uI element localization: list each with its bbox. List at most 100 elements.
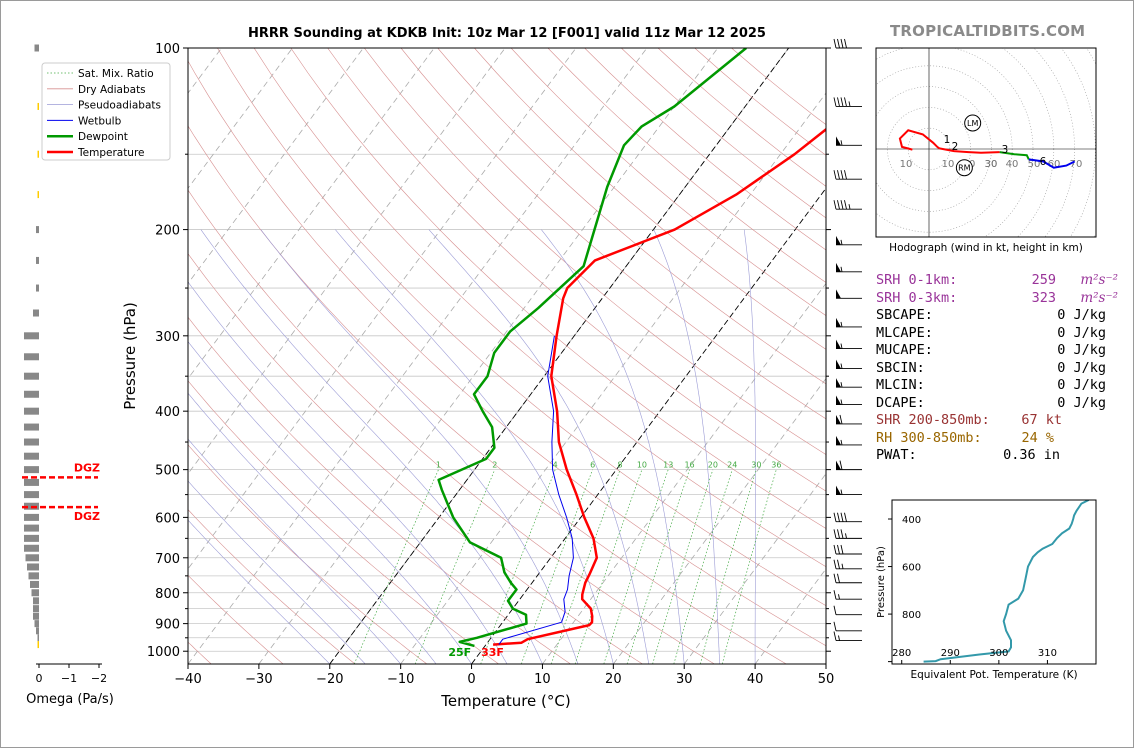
moist-adiabat [188, 281, 508, 664]
isotherm-line [188, 48, 577, 570]
wind-barb [833, 631, 862, 641]
isotherm-line [188, 48, 293, 189]
omega-bar [24, 423, 39, 431]
moist-adiabat [335, 229, 614, 664]
skewt-series [437, 48, 826, 648]
mixing-ratio-label: 24 [727, 461, 737, 470]
omega-bar [33, 597, 39, 605]
mixing-ratio-label: 1 [436, 461, 441, 470]
wind-barb [836, 414, 862, 425]
mixing-ratio-label: 16 [684, 461, 694, 470]
dry-adiabat [188, 125, 787, 664]
stat-dcape: DCAPE: 0 J/kg [876, 394, 1106, 411]
theta-e-x-tick-label: 300 [989, 648, 1008, 659]
hodograph-caption: Hodograph (wind in kt, height in km) [889, 242, 1083, 254]
storm-motion-label: LM [967, 119, 978, 128]
theta-e-y-tick-label: 400 [902, 515, 921, 526]
mixing-ratio-line [550, 469, 621, 664]
moist-adiabat [428, 229, 650, 664]
omega-bar [24, 478, 39, 486]
wind-barb [836, 262, 862, 273]
omega-tick-label: −2 [91, 672, 107, 685]
stat-shr: SHR 200-850mb: 67 kt [876, 412, 1062, 428]
stat-sbcape: SBCAPE: 0 J/kg [876, 307, 1106, 323]
hodograph-height-label: 2 [952, 141, 959, 153]
mixing-ratio-label: 4 [553, 461, 558, 470]
mixing-ratio-label: 2 [492, 461, 497, 470]
omega-bar [24, 513, 39, 521]
storm-motion-marker [964, 114, 982, 132]
isotherm-line [188, 48, 648, 664]
hodograph: 1010203030405060701236LMRM [876, 48, 1096, 237]
mixing-ratio-label: 10 [637, 461, 647, 470]
omega-bar [33, 309, 39, 317]
wind-barb [833, 590, 862, 600]
omega-bar [37, 634, 39, 642]
wind-barb [833, 97, 862, 107]
wind-barb [836, 289, 862, 299]
dry-adiabat [510, 48, 826, 317]
stat-mucape: MUCAPE: 0 J/kg [876, 342, 1106, 358]
theta-e-frame [891, 499, 1097, 665]
omega-tick-label: 0 [36, 672, 43, 685]
theta-e-y-label: Pressure (hPa) [876, 546, 887, 618]
omega-bar [27, 563, 39, 571]
mixing-ratio-line [574, 469, 643, 664]
wind-barb [833, 38, 862, 49]
moist-adiabat [743, 229, 756, 664]
omega-bar [24, 534, 39, 542]
hodograph-ring-label: 10 [942, 159, 955, 170]
mixing-ratio-line [673, 469, 733, 664]
mixing-ratio-label: 8 [618, 461, 623, 470]
legend-entry: Wetbulb [78, 115, 122, 127]
omega-bar [24, 491, 39, 499]
surface-temperature-label: 33F [481, 646, 504, 659]
theta-e-line [923, 500, 1090, 663]
hodograph-ring-label: 30 [985, 159, 998, 170]
omega-bar [34, 44, 39, 52]
omega-bar [24, 466, 39, 474]
omega-bar [24, 407, 39, 415]
skewt-frame [187, 47, 827, 665]
skewt-axes: −40 −30 −20 −10 0 10 20 30 40 50 100 200 300 400 500 60… [147, 42, 834, 687]
mixing-ratio-line [626, 469, 690, 664]
zero-isotherm [471, 187, 826, 664]
hodograph-height-label: 6 [1040, 156, 1047, 168]
y-tick-label: 900 [155, 618, 180, 633]
omega-bar [37, 150, 39, 158]
theta-e-y-tick-label: 600 [902, 563, 921, 574]
omega-bar [37, 641, 39, 649]
omega-bar [24, 390, 39, 398]
skewt-x-label: Temperature (°C) [440, 692, 570, 710]
mixing-ratio-line [652, 469, 714, 664]
wind-barb [833, 200, 862, 210]
theta-e-x-tick-label: 290 [941, 648, 960, 659]
dry-adiabat [437, 48, 826, 385]
stat-mlcape: MLCAPE: 0 J/kg [876, 324, 1106, 341]
isotherm-line [258, 48, 719, 664]
surface-dewpoint-label: 25F [448, 646, 471, 659]
omega-bar [37, 102, 39, 110]
omega-bar [36, 627, 39, 635]
legend-entry: Pseudoadiabats [78, 100, 161, 112]
moist-adiabat [188, 519, 331, 664]
wind-barb [836, 485, 862, 496]
dry-adiabat [253, 48, 826, 568]
hodograph-height-label: 1 [944, 134, 951, 146]
x-tick-label: −30 [245, 672, 272, 687]
y-tick-label: 300 [155, 330, 180, 345]
moist-adiabat [188, 438, 401, 664]
skewt-background-lines [188, 48, 826, 664]
wind-barbs [833, 38, 862, 641]
chart-title: HRRR Sounding at KDKB Init: 10z Mar 12 [… [248, 26, 766, 41]
omega-bar [24, 332, 39, 340]
mixing-ratio-line [603, 469, 669, 664]
x-tick-label: 0 [467, 672, 475, 687]
omega-bar [33, 605, 39, 613]
stats-panel: SRH 0-1km: 259 m²s⁻² SRH 0-3km: 323 m²s⁻² SB… [876, 272, 1126, 465]
mixing-ratio-label: 36 [771, 461, 781, 470]
moist-adiabat [188, 480, 366, 664]
hodograph-frame [875, 47, 1097, 238]
y-tick-label: 700 [155, 552, 180, 567]
x-tick-label: −20 [316, 672, 343, 687]
